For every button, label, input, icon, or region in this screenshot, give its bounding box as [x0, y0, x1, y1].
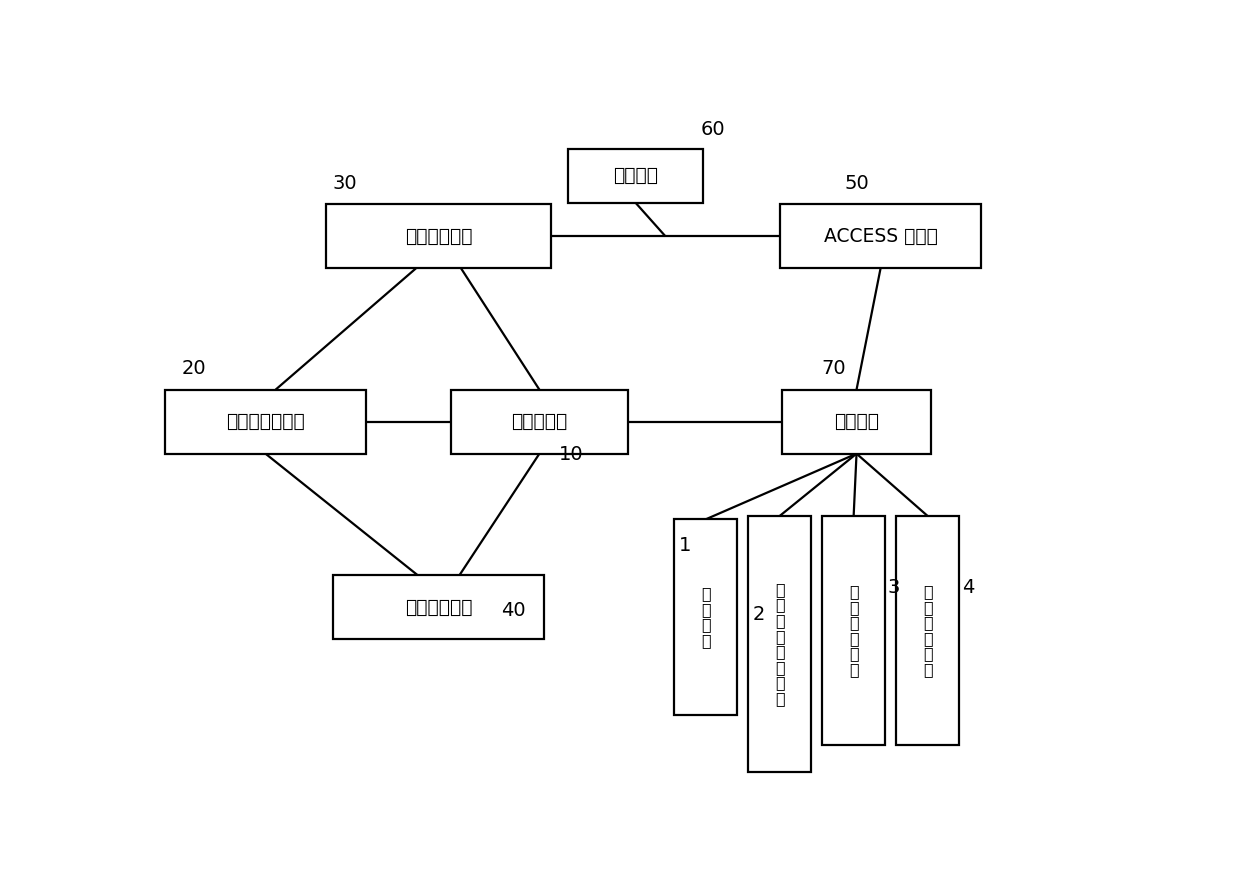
Text: 传感器单元: 传感器单元: [511, 412, 568, 431]
Text: ACCESS 数据库: ACCESS 数据库: [823, 227, 937, 246]
Text: 通讯单元: 通讯单元: [613, 166, 658, 186]
Text: 2: 2: [753, 605, 765, 624]
Text: 3: 3: [888, 578, 900, 597]
Bar: [822, 516, 885, 746]
Bar: [675, 520, 737, 715]
Text: 60: 60: [701, 120, 725, 138]
Text: 4: 4: [962, 578, 975, 597]
Text: 1: 1: [678, 536, 691, 555]
Text: 用户单元: 用户单元: [835, 412, 879, 431]
Text: 试
验
存
储
单
元: 试 验 存 储 单 元: [923, 584, 932, 677]
Bar: [782, 389, 931, 453]
Text: 试
验
任
务
建
立
单
元: 试 验 任 务 建 立 单 元: [775, 582, 785, 706]
Bar: [450, 389, 629, 453]
Bar: [165, 389, 367, 453]
Text: 试验样件单元: 试验样件单元: [404, 598, 472, 617]
Bar: [780, 205, 982, 269]
Bar: [749, 516, 811, 772]
Bar: [326, 205, 552, 269]
Bar: [897, 516, 959, 746]
Bar: [568, 149, 703, 203]
Text: 20: 20: [182, 359, 207, 378]
Text: 试验测试单元: 试验测试单元: [404, 227, 472, 246]
Text: 登
陆
单
元: 登 陆 单 元: [701, 586, 711, 648]
Text: 30: 30: [332, 173, 357, 192]
Text: 70: 70: [821, 359, 846, 378]
Text: 试验测试台单元: 试验测试台单元: [226, 412, 305, 431]
Text: 40: 40: [501, 601, 526, 620]
Text: 试
验
查
询
单
元: 试 验 查 询 单 元: [849, 584, 858, 677]
Text: 10: 10: [558, 445, 583, 464]
Text: 50: 50: [844, 173, 869, 192]
Bar: [332, 575, 544, 639]
